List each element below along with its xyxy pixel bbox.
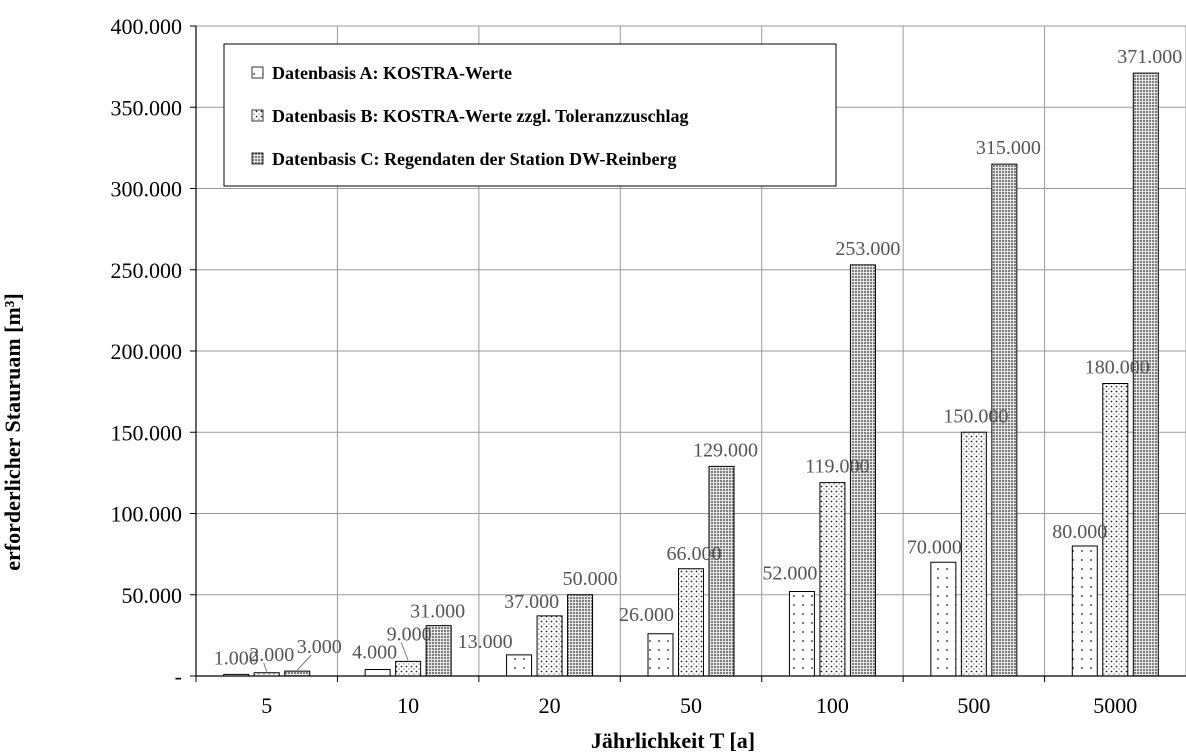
bar-medium-dots: [678, 568, 704, 677]
y-tick-label: 150.000: [111, 420, 183, 445]
legend-swatch: [251, 152, 264, 165]
data-label: 1.000: [214, 647, 259, 669]
data-label: 119.000: [805, 456, 869, 478]
bar-sparse-dots: [506, 654, 533, 677]
y-axis-title: erforderlicher Stauruam [m³]: [0, 293, 25, 570]
y-tick-label: -: [175, 664, 182, 689]
bar-dense-dots: [284, 670, 311, 677]
x-tick-label: 10: [397, 693, 419, 718]
bar-sparse-dots: [1071, 545, 1098, 677]
data-label: 3.000: [297, 636, 342, 658]
data-label: 129.000: [693, 439, 758, 461]
x-tick-label: 5: [261, 693, 272, 718]
y-tick-label: 100.000: [111, 502, 183, 527]
legend-label: Datenbasis C: Regendaten der Station DW-…: [272, 149, 677, 169]
y-tick-label: 200.000: [111, 339, 183, 364]
data-label: 37.000: [504, 591, 559, 613]
data-label: 253.000: [835, 238, 900, 260]
bar-dense-dots: [567, 594, 594, 677]
bar-sparse-dots: [788, 591, 815, 677]
bar-sparse-dots: [364, 669, 391, 677]
y-tick-label: 300.000: [111, 177, 183, 202]
data-label-leader: [400, 642, 409, 661]
bars: [223, 72, 1159, 677]
x-tick-label: 50: [680, 693, 702, 718]
bar-dense-dots: [708, 465, 735, 677]
legend-label: Datenbasis A: KOSTRA-Werte: [272, 63, 512, 83]
data-label: 13.000: [458, 631, 513, 653]
data-label: 371.000: [1117, 46, 1182, 68]
bar-medium-dots: [1102, 383, 1129, 677]
bar-dense-dots: [849, 264, 876, 677]
data-label: 31.000: [410, 601, 465, 623]
data-label: 2.000: [249, 644, 294, 666]
data-label: 80.000: [1052, 521, 1107, 543]
data-labels: 1.000 4.000 13.000 26.000 52.000 70.000 80.000…: [214, 46, 1182, 672]
data-label-leader: [263, 662, 268, 672]
bar-sparse-dots: [647, 633, 674, 677]
legend-swatch: [251, 109, 264, 122]
bar-medium-dots: [819, 482, 846, 677]
bar-dense-dots: [1132, 72, 1159, 677]
y-tick-label: 250.000: [111, 258, 183, 283]
legend-label: Datenbasis B: KOSTRA-Werte zzgl. Toleran…: [272, 106, 689, 126]
data-label: 52.000: [762, 563, 817, 585]
data-label-leader: [296, 654, 312, 671]
x-tick-label: 100: [816, 693, 849, 718]
bar-medium-dots: [960, 431, 987, 677]
bar-medium-dots: [395, 660, 422, 677]
bar-dense-dots: [425, 625, 452, 677]
bar-dense-dots: [991, 163, 1018, 677]
data-label: 9.000: [387, 623, 432, 645]
legend: Datenbasis A: KOSTRA-Werte Datenbasis B: …: [223, 43, 837, 187]
legend-swatch: [251, 66, 264, 79]
data-label: 50.000: [563, 568, 618, 590]
axes: - 50.000 100.000 150.000 200.000 250.000 300.0…: [111, 14, 1186, 718]
data-label: 315.000: [976, 137, 1041, 159]
data-label: 150.000: [943, 405, 1008, 427]
data-label: 4.000: [352, 642, 397, 664]
data-label: 180.000: [1085, 357, 1150, 379]
y-tick-label: 350.000: [111, 95, 183, 120]
data-label: 70.000: [907, 536, 962, 558]
legend-box: [223, 43, 837, 187]
y-tick-label: 50.000: [122, 583, 183, 608]
y-tick-label: 400.000: [111, 14, 183, 39]
x-tick-label: 20: [539, 693, 561, 718]
x-tick-label: 500: [957, 693, 990, 718]
x-axis-title: Jährlichkeit T [a]: [591, 728, 755, 753]
x-tick-label: 5000: [1093, 693, 1137, 718]
data-label: 26.000: [619, 604, 674, 626]
data-label: 66.000: [667, 543, 722, 565]
bar-medium-dots: [536, 615, 563, 677]
bar-sparse-dots: [930, 561, 957, 677]
